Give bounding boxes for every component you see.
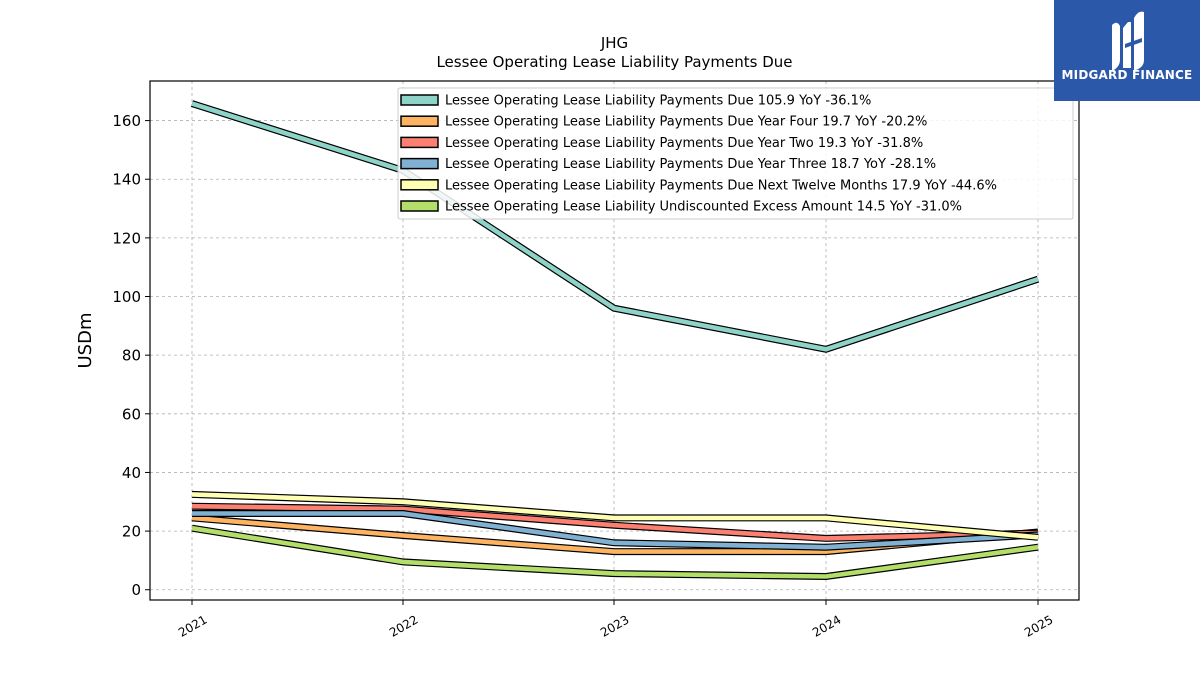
chart-title: JHG [600, 34, 628, 52]
legend-swatch [400, 179, 439, 191]
legend-swatch [400, 200, 439, 212]
x-tick-label: 2022 [387, 612, 420, 639]
legend-entry: Lessee Operating Lease Liability Payment… [445, 157, 936, 172]
y-tick-label: 20 [122, 523, 141, 541]
x-tick-label: 2024 [810, 612, 843, 639]
y-tick-label: 140 [112, 171, 141, 189]
y-axis-ticks: 0 20 40 60 80 100 120 140 160 [112, 112, 150, 599]
series-lines [190, 100, 1040, 581]
x-tick-label: 2025 [1022, 612, 1055, 639]
y-tick-label: 80 [122, 347, 141, 365]
legend-swatch [400, 115, 439, 127]
y-tick-label: 120 [112, 229, 141, 247]
y-tick-label: 160 [112, 112, 141, 130]
y-tick-label: 100 [112, 288, 141, 306]
legend-entry: Lessee Operating Lease Liability Payment… [445, 136, 923, 151]
logo-text: MIDGARD FINANCE [1061, 68, 1193, 82]
y-tick-label: 0 [131, 581, 141, 599]
legend-entry: Lessee Operating Lease Liability Undisco… [445, 200, 962, 215]
x-axis-ticks: 2021 2022 2023 2024 2025 [176, 600, 1056, 640]
legend: Lessee Operating Lease Liability Payment… [397, 87, 1074, 220]
x-tick-label: 2023 [598, 612, 631, 639]
y-tick-label: 40 [122, 464, 141, 482]
chart-subtitle: Lessee Operating Lease Liability Payment… [436, 53, 792, 71]
logo-mark-icon [1112, 11, 1144, 71]
x-tick-label: 2021 [176, 612, 209, 639]
legend-entry: Lessee Operating Lease Liability Payment… [445, 178, 997, 193]
legend-entry: Lessee Operating Lease Liability Payment… [445, 94, 871, 109]
legend-box [397, 87, 1074, 220]
legend-entry: Lessee Operating Lease Liability Payment… [445, 115, 927, 130]
legend-swatch [400, 94, 439, 106]
brand-logo: MIDGARD FINANCE [1054, 0, 1200, 101]
legend-swatch [400, 157, 439, 170]
legend-swatch [400, 136, 439, 149]
y-axis-label: USDm [75, 313, 96, 369]
y-tick-label: 60 [122, 405, 141, 423]
